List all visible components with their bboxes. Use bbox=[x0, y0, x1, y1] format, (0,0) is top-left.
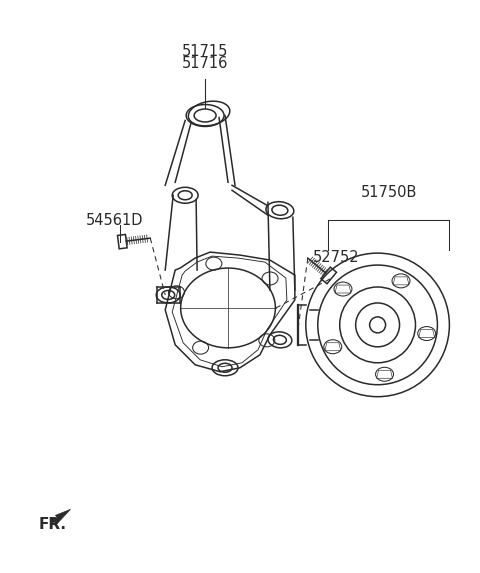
Text: 51715: 51715 bbox=[182, 44, 228, 58]
Polygon shape bbox=[50, 509, 71, 525]
Text: 54561D: 54561D bbox=[85, 213, 143, 227]
Text: 51750B: 51750B bbox=[360, 185, 417, 200]
Text: 52752: 52752 bbox=[313, 250, 360, 265]
Text: 51716: 51716 bbox=[182, 56, 228, 70]
Text: FR.: FR. bbox=[38, 517, 67, 532]
